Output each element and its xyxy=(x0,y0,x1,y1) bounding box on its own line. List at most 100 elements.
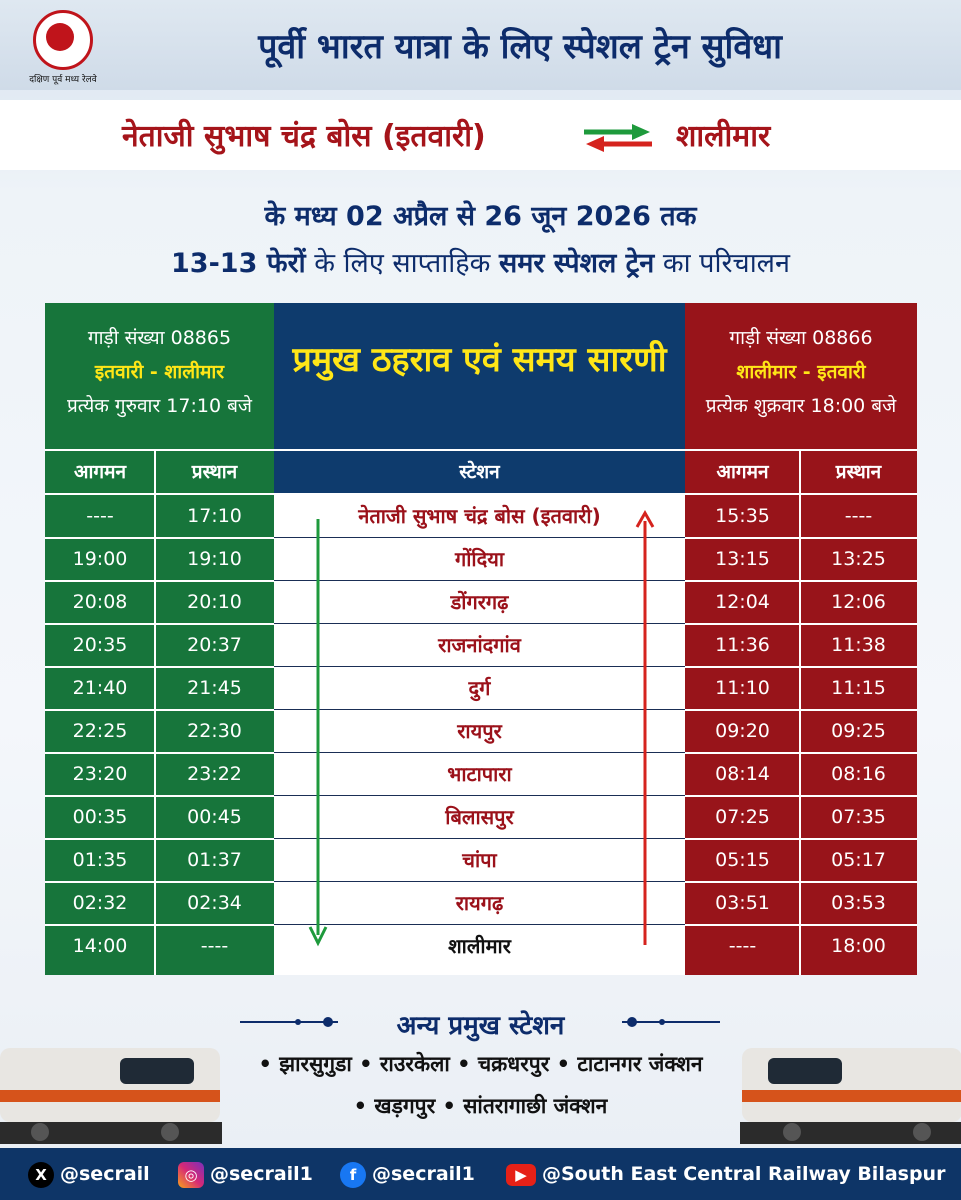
up-departure-cell: 20:10 xyxy=(187,591,242,613)
table-row: 22:25 22:30 रायपुर 09:20 09:25 xyxy=(45,710,917,753)
railway-logo: दक्षिण पूर्व मध्य रेलवे xyxy=(18,10,108,85)
footer-x[interactable]: X @secrail xyxy=(28,1160,150,1188)
up-train-route: इतवारी - शालीमार xyxy=(94,361,225,383)
down-arrival-cell: ---- xyxy=(728,935,757,957)
row-divider xyxy=(685,752,917,754)
center-title-box: प्रमुख ठहराव एवं समय सारणी xyxy=(274,303,685,449)
down-arrival-cell: 05:15 xyxy=(715,849,770,871)
down-arrival-cell: 15:35 xyxy=(715,505,770,527)
down-departure-cell: 18:00 xyxy=(831,935,886,957)
row-divider xyxy=(274,881,685,882)
service-text: 13-13 फेरों के लिए साप्ताहिक समर स्पेशल … xyxy=(0,243,961,280)
x-icon: X xyxy=(28,1161,54,1188)
row-divider xyxy=(45,838,274,840)
station-name-cell: राजनांदगांव xyxy=(438,633,521,657)
divider xyxy=(45,449,917,451)
table-row: 20:35 20:37 राजनांदगांव 11:36 11:38 xyxy=(45,624,917,667)
divider xyxy=(799,451,801,975)
footer-instagram[interactable]: ◎ @secrail1 xyxy=(178,1160,313,1188)
table-row: 02:32 02:34 रायगढ़ 03:51 03:53 xyxy=(45,882,917,925)
row-divider xyxy=(45,881,274,883)
down-departure-cell: 11:38 xyxy=(831,634,886,656)
up-direction-arrow-icon xyxy=(635,509,655,945)
facebook-icon: f xyxy=(340,1161,366,1188)
up-train-number: गाड़ी संख्या 08865 xyxy=(87,327,232,349)
table-row: 20:08 20:10 डोंगरगढ़ 12:04 12:06 xyxy=(45,581,917,624)
down-arrival-header: आगमन xyxy=(716,461,769,483)
row-divider xyxy=(45,623,274,625)
center-title: प्रमुख ठहराव एवं समय सारणी xyxy=(292,340,667,380)
route-to: शालीमार xyxy=(676,119,771,154)
up-departure-cell: 17:10 xyxy=(187,505,242,527)
row-divider xyxy=(274,752,685,753)
decoration-left-icon xyxy=(240,1017,338,1027)
up-train-column xyxy=(45,303,274,975)
up-departure-cell: 19:10 xyxy=(187,548,242,570)
up-departure-cell: 21:45 xyxy=(187,677,242,699)
row-divider xyxy=(45,924,274,926)
station-name-cell: बिलासपुर xyxy=(445,805,514,829)
x-handle: @secrail xyxy=(60,1163,150,1185)
footer-facebook[interactable]: f @secrail1 xyxy=(340,1160,475,1188)
station-name-cell: दुर्ग xyxy=(468,676,491,700)
row-divider xyxy=(685,623,917,625)
row-divider xyxy=(274,838,685,839)
down-arrival-cell: 07:25 xyxy=(715,806,770,828)
station-name-cell: डोंगरगढ़ xyxy=(450,590,509,614)
up-arrival-header: आगमन xyxy=(73,461,127,483)
footer-youtube[interactable]: ▶ @South East Central Railway Bilaspur xyxy=(506,1160,945,1188)
up-arrival-cell: 01:35 xyxy=(72,849,128,871)
table-row: 19:00 19:10 गोंदिया 13:15 13:25 xyxy=(45,538,917,581)
up-departure-cell: 22:30 xyxy=(187,720,242,742)
service-text-part: के लिए साप्ताहिक xyxy=(305,248,499,279)
row-divider xyxy=(45,752,274,754)
youtube-handle: @South East Central Railway Bilaspur xyxy=(542,1163,946,1185)
row-divider xyxy=(274,537,685,538)
down-train-schedule: प्रत्येक शुक्रवार 18:00 बजे xyxy=(705,395,897,417)
row-divider xyxy=(274,666,685,667)
row-divider xyxy=(45,666,274,668)
up-departure-cell: 23:22 xyxy=(187,763,242,785)
table-row: ---- 17:10 नेताजी सुभाष चंद्र बोस (इतवारी)… xyxy=(45,495,917,538)
down-train-info: गाड़ी संख्या 08866 शालीमार - इतवारी प्रत… xyxy=(685,303,917,449)
route-from: नेताजी सुभाष चंद्र बोस (इतवारी) xyxy=(122,119,486,154)
down-departure-cell: 05:17 xyxy=(831,849,886,871)
other-stations-heading: अन्य प्रमुख स्टेशन xyxy=(396,1011,565,1041)
down-departure-cell: ---- xyxy=(844,505,873,527)
service-name: समर स्पेशल ट्रेन xyxy=(498,248,655,279)
social-footer: X @secrail ◎ @secrail1 f @secrail1 ▶ @South … xyxy=(0,1148,961,1200)
row-divider xyxy=(685,537,917,539)
up-train-info: गाड़ी संख्या 08865 इतवारी - शालीमार प्रत… xyxy=(45,303,274,449)
station-name-cell: चांपा xyxy=(462,848,497,872)
down-departure-cell: 13:25 xyxy=(831,548,886,570)
divider xyxy=(45,493,917,495)
up-departure-cell: 00:45 xyxy=(187,806,242,828)
row-divider xyxy=(274,580,685,581)
station-name-cell: शालीमार xyxy=(448,934,511,958)
row-divider xyxy=(685,924,917,926)
station-name-cell: भाटापारा xyxy=(447,762,512,786)
down-arrival-cell: 11:36 xyxy=(715,634,770,656)
other-stations-line2: • खड़गपुर • सांतरागाछी जंक्शन xyxy=(353,1094,608,1118)
down-arrival-cell: 09:20 xyxy=(715,720,770,742)
trips-count: 13-13 फेरों xyxy=(171,248,306,279)
down-departure-cell: 09:25 xyxy=(831,720,886,742)
date-range-text: के मध्य 02 अप्रैल से 26 जून 2026 तक xyxy=(264,201,697,232)
row-divider xyxy=(45,795,274,797)
facebook-handle: @secrail1 xyxy=(372,1163,475,1185)
up-arrival-cell: 02:32 xyxy=(72,892,128,914)
table-row: 00:35 00:45 बिलासपुर 07:25 07:35 xyxy=(45,796,917,839)
decoration-right-icon xyxy=(622,1017,720,1027)
up-arrival-cell: 19:00 xyxy=(72,548,128,570)
logo-caption: दक्षिण पूर्व मध्य रेलवे xyxy=(29,75,97,85)
down-direction-arrow-icon xyxy=(308,519,328,947)
down-departure-cell: 03:53 xyxy=(831,892,886,914)
up-train-schedule: प्रत्येक गुरुवार 17:10 बजे xyxy=(66,395,253,417)
down-train-number: गाड़ी संख्या 08866 xyxy=(729,327,873,349)
up-arrival-cell: 20:35 xyxy=(72,634,128,656)
row-divider xyxy=(685,881,917,883)
up-departure-header: प्रस्थान xyxy=(191,461,238,483)
down-arrival-cell: 03:51 xyxy=(715,892,770,914)
row-divider xyxy=(685,838,917,840)
